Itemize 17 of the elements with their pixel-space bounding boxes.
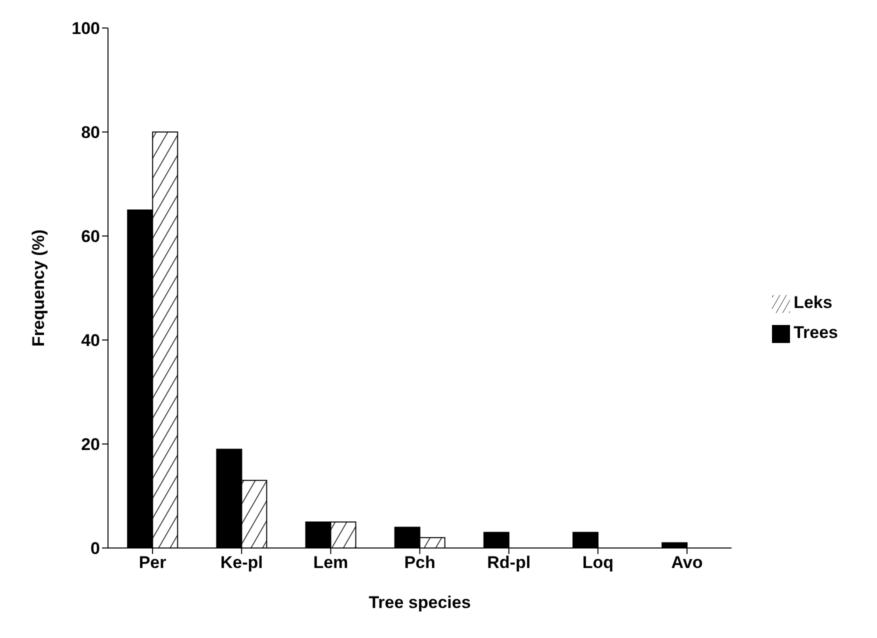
x-tick-label: Avo [671,553,703,572]
x-tick-label: Loq [582,553,614,572]
legend-label: Leks [794,293,832,312]
y-tick-label: 100 [72,19,100,38]
x-tick-label: Lem [313,553,348,572]
y-tick-label: 20 [81,435,100,454]
y-tick-label: 60 [81,227,100,246]
x-tick-label: Pch [404,553,436,572]
x-tick-label: Per [138,553,167,572]
x-tick-label: Rd-pl [487,553,531,572]
x-axis-title: Tree species [368,593,471,612]
x-tick-label: Ke-pl [220,553,263,572]
y-axis-title: Frequency (%) [29,229,48,347]
y-tick-label: 40 [81,331,100,350]
legend-label: Trees [794,323,838,342]
y-tick-label: 0 [90,539,100,558]
y-tick-label: 80 [81,123,100,142]
